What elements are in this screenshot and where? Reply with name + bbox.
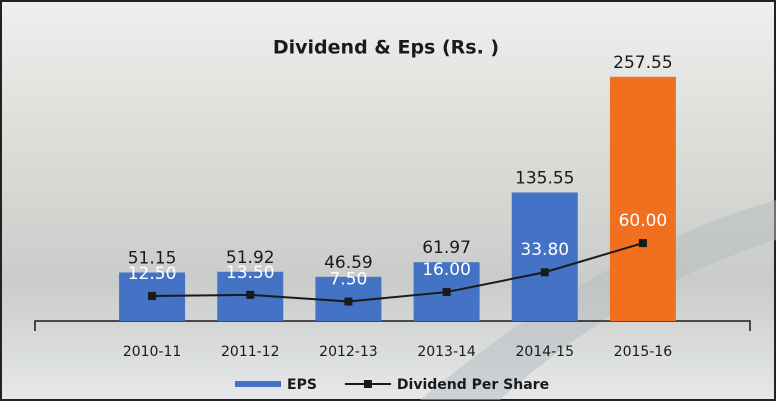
bar-value-label: 135.55 bbox=[515, 168, 574, 188]
line-marker bbox=[246, 291, 254, 299]
line-value-label: 60.00 bbox=[619, 211, 668, 231]
line-value-label: 7.50 bbox=[329, 270, 367, 290]
line-marker bbox=[541, 268, 549, 276]
page: Dividend & Eps (Rs. ) 2010-11 2011-12 2012… bbox=[0, 0, 776, 401]
line-marker bbox=[443, 288, 451, 296]
line-marker bbox=[344, 298, 352, 306]
legend-label: Dividend Per Share bbox=[397, 377, 549, 393]
legend-label: EPS bbox=[287, 377, 317, 393]
x-tick-label: 2012-13 bbox=[319, 344, 378, 360]
legend-swatch-marker bbox=[364, 380, 372, 388]
line-marker bbox=[639, 239, 647, 247]
x-tick-label: 2015-16 bbox=[614, 344, 673, 360]
line-value-label: 12.50 bbox=[128, 264, 177, 284]
line-value-label: 13.50 bbox=[226, 263, 275, 283]
x-tick-label: 2014-15 bbox=[516, 344, 575, 360]
legend-swatch bbox=[235, 381, 281, 387]
x-tick-label: 2011-12 bbox=[221, 344, 280, 360]
x-tick-label: 2010-11 bbox=[123, 344, 182, 360]
line-value-label: 33.80 bbox=[520, 240, 569, 260]
chart: Dividend & Eps (Rs. ) 2010-11 2011-12 2012… bbox=[0, 0, 776, 401]
line-value-label: 16.00 bbox=[422, 260, 471, 280]
line-marker bbox=[148, 292, 156, 300]
bar-value-label: 61.97 bbox=[422, 238, 471, 258]
bar bbox=[610, 77, 676, 321]
bar-value-label: 257.55 bbox=[613, 53, 672, 73]
chart-title: Dividend & Eps (Rs. ) bbox=[273, 37, 499, 59]
x-tick-label: 2013-14 bbox=[417, 344, 476, 360]
